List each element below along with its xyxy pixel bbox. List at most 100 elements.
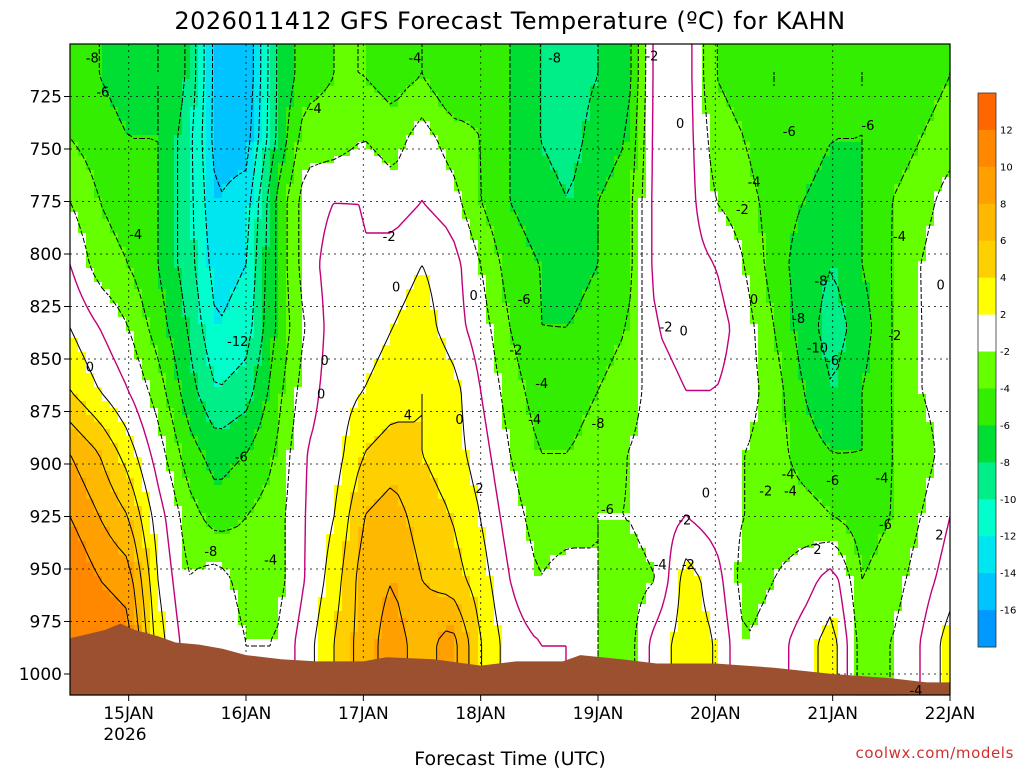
temp-cell: [662, 149, 671, 157]
temp-cell: [670, 317, 679, 325]
temp-cell: [726, 212, 735, 220]
temp-cell: [654, 247, 663, 255]
temp-cell: [686, 79, 695, 87]
temp-cell: [606, 310, 615, 318]
temp-cell: [438, 254, 447, 262]
temp-cell: [110, 191, 119, 199]
temp-cell: [166, 247, 175, 255]
temp-cell: [182, 58, 191, 66]
temp-cell: [390, 310, 399, 318]
temp-cell: [150, 142, 159, 150]
temp-cell: [734, 233, 743, 241]
temp-cell: [398, 58, 407, 66]
temp-cell: [334, 191, 343, 199]
temp-cell: [406, 149, 415, 157]
temp-cell: [118, 135, 127, 143]
temp-cell: [222, 177, 231, 185]
temp-cell: [390, 107, 399, 115]
temp-cell: [150, 338, 159, 346]
temp-cell: [246, 310, 255, 318]
temp-cell: [894, 51, 903, 59]
temp-cell: [126, 324, 135, 332]
temp-cell: [70, 65, 79, 73]
temp-cell: [86, 352, 95, 360]
temp-cell: [830, 44, 839, 52]
temp-cell: [94, 345, 103, 353]
temp-cell: [878, 261, 887, 269]
temp-cell: [438, 268, 447, 276]
temp-cell: [510, 226, 519, 234]
temp-cell: [798, 219, 807, 227]
temp-cell: [438, 121, 447, 129]
temp-cell: [758, 163, 767, 171]
temp-cell: [462, 345, 471, 353]
temp-cell: [382, 247, 391, 255]
temp-cell: [406, 100, 415, 108]
temp-cell: [230, 121, 239, 129]
temp-cell: [438, 345, 447, 353]
temp-cell: [766, 254, 775, 262]
temp-cell: [846, 233, 855, 241]
temp-cell: [750, 219, 759, 227]
temp-cell: [790, 86, 799, 94]
temp-cell: [262, 135, 271, 143]
temp-cell: [622, 156, 631, 164]
temp-cell: [614, 163, 623, 171]
temp-cell: [870, 254, 879, 262]
temp-cell: [926, 198, 935, 206]
temp-cell: [734, 310, 743, 318]
temp-cell: [470, 226, 479, 234]
temp-cell: [262, 310, 271, 318]
temp-cell: [270, 79, 279, 87]
temp-cell: [662, 324, 671, 332]
temp-cell: [430, 72, 439, 80]
temp-cell: [430, 100, 439, 108]
temp-cell: [446, 345, 455, 353]
temp-cell: [302, 100, 311, 108]
temp-cell: [150, 58, 159, 66]
temp-cell: [678, 177, 687, 185]
temp-cell: [182, 93, 191, 101]
temp-cell: [614, 79, 623, 87]
temp-cell: [654, 254, 663, 262]
temp-cell: [934, 86, 943, 94]
temp-cell: [870, 79, 879, 87]
temp-cell: [518, 198, 527, 206]
temp-cell: [350, 142, 359, 150]
temp-cell: [878, 44, 887, 52]
temp-cell: [302, 310, 311, 318]
temp-cell: [670, 156, 679, 164]
temp-cell: [70, 359, 79, 367]
temp-cell: [814, 51, 823, 59]
temp-cell: [526, 324, 535, 332]
temp-cell: [910, 51, 919, 59]
temp-cell: [742, 289, 751, 297]
temp-cell: [358, 170, 367, 178]
temp-cell: [342, 177, 351, 185]
temp-cell: [230, 156, 239, 164]
temp-cell: [654, 51, 663, 59]
temp-cell: [246, 65, 255, 73]
temp-cell: [374, 135, 383, 143]
temp-cell: [262, 303, 271, 311]
temp-cell: [382, 135, 391, 143]
temp-cell: [326, 331, 335, 339]
temp-cell: [702, 331, 711, 339]
temp-cell: [838, 58, 847, 66]
temp-cell: [942, 289, 951, 297]
temp-cell: [678, 205, 687, 213]
temp-cell: [382, 198, 391, 206]
temp-cell: [942, 58, 951, 66]
temp-cell: [142, 247, 151, 255]
temp-cell: [590, 128, 599, 136]
temp-cell: [350, 282, 359, 290]
temp-cell: [182, 72, 191, 80]
temp-cell: [446, 128, 455, 136]
temp-cell: [686, 184, 695, 192]
temp-cell: [646, 324, 655, 332]
temp-cell: [630, 296, 639, 304]
temp-cell: [646, 268, 655, 276]
temp-cell: [334, 226, 343, 234]
temp-cell: [350, 107, 359, 115]
temp-cell: [486, 170, 495, 178]
